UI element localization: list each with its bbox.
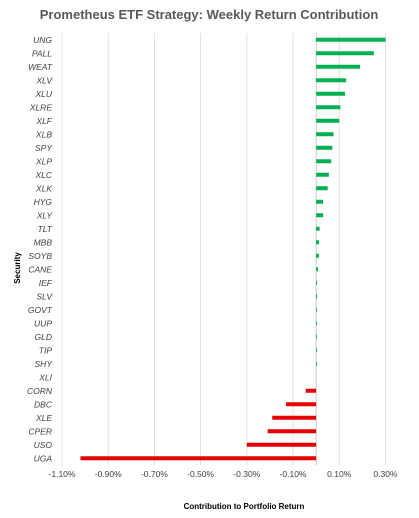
bar-xlre (316, 105, 341, 110)
category-label: WEAT (28, 62, 53, 72)
x-tick-label: 0.10% (327, 469, 352, 479)
bar-xlb (316, 132, 334, 137)
bar-cane (316, 267, 318, 272)
x-tick-label: -1.10% (49, 469, 76, 479)
bar-xlu (316, 91, 346, 96)
category-label: SPY (35, 143, 53, 153)
bar-hyg (316, 199, 324, 204)
bar-xly (316, 213, 324, 218)
category-label: XLP (35, 156, 52, 166)
x-tick-label: -0.50% (187, 469, 214, 479)
bar-govt (316, 307, 317, 312)
x-tick-label: 0.30% (373, 469, 398, 479)
category-label: UUP (34, 318, 52, 328)
category-label: TIP (39, 345, 53, 355)
bar-tlt (316, 226, 320, 231)
bar-uso (246, 442, 317, 447)
bar-ief (316, 280, 318, 285)
bar-weat (316, 64, 361, 69)
bar-xlv (316, 78, 347, 83)
category-label: XLF (35, 116, 52, 126)
category-label: UGA (34, 453, 53, 463)
category-label: MBB (34, 237, 53, 247)
bar-xlk (316, 186, 328, 191)
category-label: IEF (39, 278, 53, 288)
category-label: CANE (28, 264, 52, 274)
category-label: XLV (35, 75, 53, 85)
bar-slv (316, 294, 318, 299)
category-label: GOVT (28, 305, 53, 315)
category-label: XLB (35, 129, 52, 139)
category-label: XLU (34, 89, 52, 99)
x-tick-label: -0.70% (141, 469, 168, 479)
bar-ung (316, 37, 386, 42)
x-axis-title: Contribution to Portfolio Return (184, 502, 305, 511)
x-tick-label: -0.90% (95, 469, 122, 479)
category-label: CPER (28, 426, 52, 436)
category-label: GLD (35, 332, 52, 342)
category-label: XLY (36, 210, 54, 220)
category-label: HYG (34, 197, 53, 207)
category-label: SHY (35, 359, 54, 369)
bar-xlc (316, 172, 329, 177)
y-axis-title: Security (13, 252, 22, 284)
x-tick-labels: -1.10% -0.90% -0.70% -0.50% -0.30% -0.10% 0.10… (49, 469, 398, 479)
bar-gld (316, 334, 317, 339)
category-label: USO (34, 440, 53, 450)
category-label: UNG (33, 35, 52, 45)
bar-uup (316, 321, 317, 326)
category-label: XLK (35, 183, 52, 193)
bar-shy (316, 361, 317, 366)
bar-xlp (316, 159, 332, 164)
gridlines (61, 33, 386, 465)
bar-corn (305, 388, 317, 393)
bar-uga (80, 456, 317, 461)
bar-pall (316, 51, 374, 56)
category-label: DBC (34, 399, 53, 409)
chart-title: Prometheus ETF Strategy: Weekly Return C… (40, 7, 379, 22)
category-label: XLC (34, 170, 52, 180)
category-label: TLT (38, 224, 53, 234)
category-label: PALL (32, 48, 52, 58)
category-label: SLV (36, 291, 53, 301)
bar-soyb (316, 253, 319, 258)
category-label: CORN (27, 386, 53, 396)
bar-mbb (316, 240, 320, 245)
bar-spy (316, 145, 333, 150)
bar-cper (267, 429, 317, 434)
category-labels: UNG PALL WEAT XLV XLU XLRE XLF XLB SPY XLP XLC XLK H… (27, 35, 53, 464)
bar-xle (272, 415, 317, 420)
x-tick-label: -0.10% (280, 469, 307, 479)
bar-dbc (286, 402, 317, 407)
bar-xlf (316, 118, 340, 123)
category-label: XLI (38, 372, 52, 382)
bar-tip (316, 348, 317, 353)
category-label: XLE (35, 413, 52, 423)
bars (80, 37, 386, 461)
category-label: SOYB (28, 251, 52, 261)
category-label: XLRE (29, 102, 53, 112)
x-tick-label: -0.30% (233, 469, 260, 479)
